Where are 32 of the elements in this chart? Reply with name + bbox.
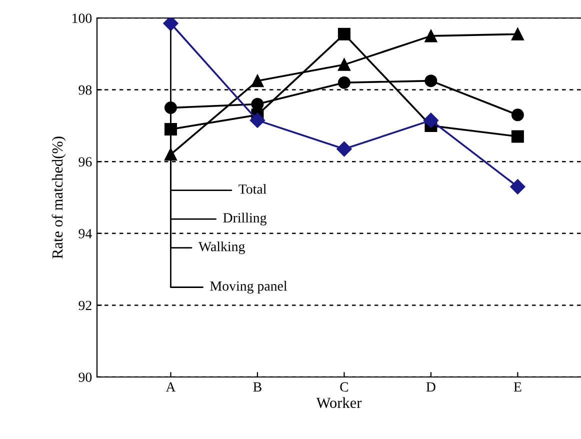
y-tick-label: 94 bbox=[78, 229, 92, 238]
point bbox=[336, 141, 352, 157]
text: Moving panel bbox=[210, 280, 288, 294]
point bbox=[424, 30, 438, 42]
point bbox=[338, 76, 350, 89]
point bbox=[423, 112, 439, 128]
x-tick-label: B bbox=[253, 382, 262, 392]
text: Walking bbox=[198, 241, 245, 254]
point bbox=[424, 74, 438, 88]
point bbox=[511, 130, 524, 143]
y-tick-label: 98 bbox=[78, 85, 92, 95]
point bbox=[338, 28, 350, 40]
point bbox=[338, 58, 350, 71]
point bbox=[251, 98, 264, 110]
y-tick-label: 96 bbox=[78, 157, 92, 167]
x-tick-label: A bbox=[166, 382, 176, 392]
point bbox=[510, 179, 526, 194]
point bbox=[250, 112, 266, 128]
point bbox=[251, 74, 264, 88]
y-tick-label: 92 bbox=[78, 300, 92, 310]
point bbox=[511, 108, 524, 122]
x-tick-label: C bbox=[340, 382, 348, 392]
x-tick-label: D bbox=[426, 382, 436, 392]
point bbox=[511, 28, 524, 40]
text: Total bbox=[238, 184, 266, 194]
y-axis-title: Rate of matched(%) bbox=[52, 136, 66, 259]
y-tick-label: 100 bbox=[72, 14, 92, 23]
x-tick-label: E bbox=[514, 382, 522, 392]
x-axis-title: Worker bbox=[316, 397, 362, 408]
text: Drilling bbox=[223, 212, 266, 226]
point bbox=[163, 18, 178, 31]
y-tick-label: 90 bbox=[78, 372, 92, 382]
